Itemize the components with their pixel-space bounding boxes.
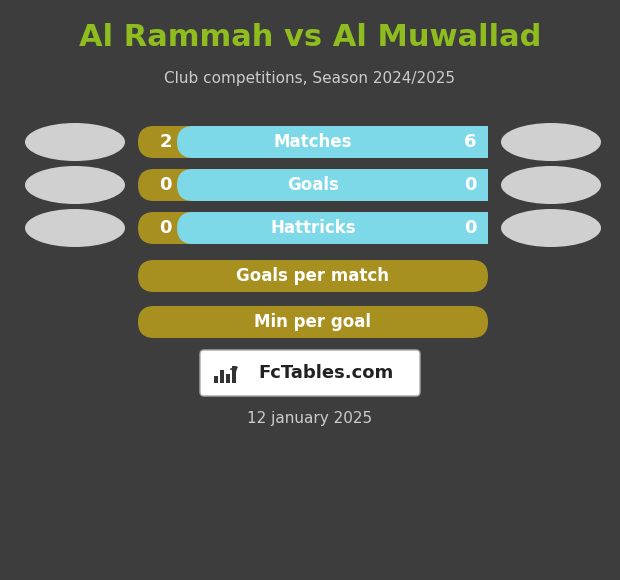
Text: Hattricks: Hattricks <box>270 219 356 237</box>
Bar <box>220 370 224 383</box>
FancyBboxPatch shape <box>138 126 488 158</box>
FancyBboxPatch shape <box>138 169 488 201</box>
Text: Matches: Matches <box>274 133 352 151</box>
FancyBboxPatch shape <box>138 260 488 292</box>
Bar <box>214 376 218 383</box>
FancyBboxPatch shape <box>138 212 488 244</box>
FancyBboxPatch shape <box>200 350 420 396</box>
Text: 0: 0 <box>159 219 172 237</box>
Ellipse shape <box>25 166 125 204</box>
Ellipse shape <box>501 166 601 204</box>
Text: FcTables.com: FcTables.com <box>259 364 394 382</box>
FancyBboxPatch shape <box>177 126 488 158</box>
Text: 12 january 2025: 12 january 2025 <box>247 411 373 426</box>
Text: 0: 0 <box>464 219 476 237</box>
Text: Goals per match: Goals per match <box>236 267 389 285</box>
Ellipse shape <box>501 209 601 247</box>
Text: 2: 2 <box>159 133 172 151</box>
Text: 6: 6 <box>464 133 476 151</box>
FancyBboxPatch shape <box>177 169 488 201</box>
Bar <box>193 169 488 201</box>
Ellipse shape <box>25 209 125 247</box>
FancyBboxPatch shape <box>138 306 488 338</box>
Bar <box>193 126 488 158</box>
FancyBboxPatch shape <box>177 212 488 244</box>
Ellipse shape <box>501 123 601 161</box>
Bar <box>193 212 488 244</box>
Text: Al Rammah vs Al Muwallad: Al Rammah vs Al Muwallad <box>79 24 541 53</box>
Text: Min per goal: Min per goal <box>254 313 371 331</box>
Text: Club competitions, Season 2024/2025: Club competitions, Season 2024/2025 <box>164 71 456 85</box>
Bar <box>232 366 236 383</box>
Bar <box>226 374 230 383</box>
Ellipse shape <box>25 123 125 161</box>
Text: 0: 0 <box>464 176 476 194</box>
Text: 0: 0 <box>159 176 172 194</box>
Text: Goals: Goals <box>287 176 339 194</box>
